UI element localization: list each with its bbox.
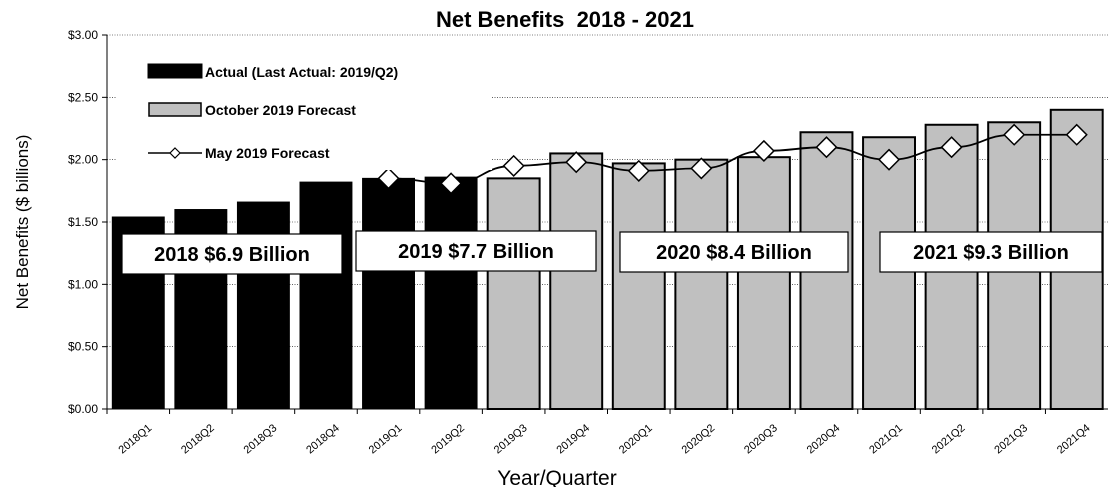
annotation-box <box>879 231 1103 273</box>
x-tick-label: 2019Q1 <box>367 422 405 456</box>
x-tick-label: 2018Q1 <box>117 422 155 456</box>
bar <box>486 177 541 410</box>
line-point <box>1065 123 1088 146</box>
line-point <box>565 151 588 174</box>
bar <box>236 201 290 410</box>
line-point <box>440 172 463 195</box>
bar <box>736 156 791 410</box>
axes <box>102 34 1108 414</box>
bar <box>549 152 604 410</box>
bars <box>111 108 1104 411</box>
x-tick-label: 2019Q2 <box>429 422 467 456</box>
x-tick-label: 2019Q4 <box>554 422 592 456</box>
legend-label-actual: Actual (Last Actual: 2019/Q2) <box>205 64 398 80</box>
bar <box>862 136 916 411</box>
x-tick-label: 2020Q3 <box>742 422 780 456</box>
line-point <box>627 159 650 182</box>
legend: Actual (Last Actual: 2019/Q2) October 201… <box>116 42 492 170</box>
x-tick-label: 2020Q1 <box>617 422 655 456</box>
forecast-line <box>377 123 1088 195</box>
legend-label-october: October 2019 Forecast <box>205 102 356 118</box>
y-tick-label: $2.50 <box>68 90 98 104</box>
annotation-text: 2021 $9.3 Billion <box>913 242 1069 264</box>
x-tick-label: 2021Q4 <box>1055 422 1093 456</box>
x-tick-labels: 2018Q1 2018Q2 2018Q3 2018Q4 2019Q1 2019Q2 2019… <box>117 422 1093 456</box>
annotation-box <box>355 230 597 272</box>
x-tick-label: 2019Q3 <box>492 422 530 456</box>
line-point <box>877 148 901 171</box>
legend-label-may: May 2019 Forecast <box>205 145 330 161</box>
bar <box>424 176 478 410</box>
x-tick-label: 2021Q1 <box>867 422 905 456</box>
legend-swatch-actual <box>147 63 203 79</box>
line-point <box>815 136 838 159</box>
chart-title: Net Benefits 2018 - 2021 <box>436 7 694 32</box>
y-tick-labels: $0.00 $0.50 $1.00 $1.50 $2.00 $2.50 $3.00 <box>68 28 98 416</box>
x-tick-label: 2020Q2 <box>680 422 718 456</box>
y-tick-label: $2.00 <box>68 153 98 167</box>
x-tick-label: 2018Q2 <box>179 422 217 456</box>
legend-swatch-october <box>148 102 202 117</box>
annotation-box <box>619 231 849 273</box>
bar <box>362 177 415 410</box>
annotations: 2018 $6.9 Billion 2019 $7.7 Billion 2020 $… <box>121 230 1103 275</box>
annotation-text: 2018 $6.9 Billion <box>154 244 310 266</box>
y-tick-label: $0.00 <box>68 402 98 416</box>
line-point <box>752 139 775 163</box>
annotation-text: 2020 $8.4 Billion <box>656 242 812 264</box>
line-point <box>377 167 400 190</box>
line-point <box>1003 123 1026 146</box>
line-point <box>940 136 963 159</box>
y-tick-label: $1.50 <box>68 215 98 229</box>
annotation-text: 2019 $7.7 Billion <box>398 241 554 263</box>
x-tick-label: 2020Q4 <box>805 422 843 456</box>
annotation-box <box>121 233 343 275</box>
legend-marker-may <box>169 147 181 159</box>
bar <box>611 162 666 410</box>
y-axis-label: Net Benefits ($ billions) <box>13 135 32 310</box>
x-axis-label: Year/Quarter <box>497 467 616 487</box>
gridlines <box>107 34 1108 347</box>
y-tick-label: $0.50 <box>68 340 98 354</box>
line-point <box>690 157 713 180</box>
x-tick-label: 2018Q3 <box>242 422 280 456</box>
line-point <box>502 154 525 177</box>
y-tick-label: $1.00 <box>68 277 98 291</box>
bar <box>299 181 353 410</box>
x-tick-label: 2021Q3 <box>992 422 1030 456</box>
x-tick-label: 2018Q4 <box>304 422 342 456</box>
bar <box>674 158 729 410</box>
y-tick-label: $3.00 <box>68 28 98 42</box>
x-tick-label: 2021Q2 <box>930 422 968 456</box>
